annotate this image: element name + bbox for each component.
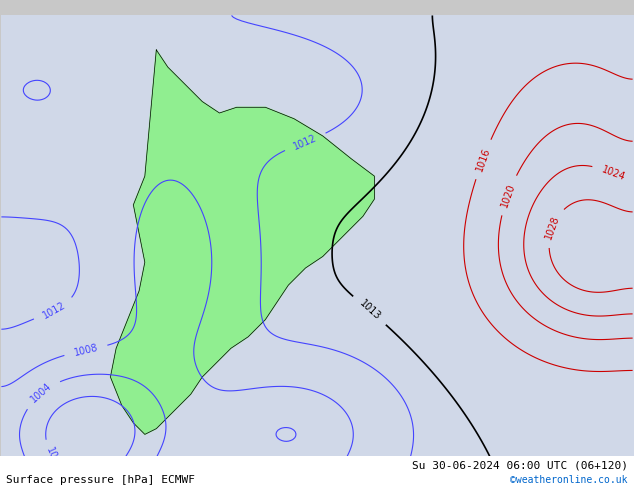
Text: 1012: 1012: [292, 132, 319, 151]
Text: 1016: 1016: [474, 146, 492, 172]
Text: 1024: 1024: [600, 165, 626, 183]
Text: Su 30-06-2024 06:00 UTC (06+120): Su 30-06-2024 06:00 UTC (06+120): [411, 461, 628, 470]
Text: 1004: 1004: [29, 381, 54, 405]
Text: Surface pressure [hPa] ECMWF: Surface pressure [hPa] ECMWF: [6, 475, 195, 485]
Text: 1008: 1008: [73, 343, 99, 358]
Text: 1012: 1012: [41, 300, 67, 320]
Text: 1013: 1013: [357, 298, 382, 322]
Text: Su 30-06-2024 06:00 UTC (06+120): Su 30-06-2024 06:00 UTC (06+120): [411, 461, 628, 470]
Text: Surface pressure [hPa] ECMWF: Surface pressure [hPa] ECMWF: [6, 475, 195, 485]
Polygon shape: [110, 50, 375, 434]
Text: ©weatheronline.co.uk: ©weatheronline.co.uk: [510, 475, 628, 485]
Text: ©weatheronline.co.uk: ©weatheronline.co.uk: [510, 478, 628, 488]
Text: 1028: 1028: [543, 214, 561, 241]
Text: 1020: 1020: [500, 182, 517, 208]
Text: 1000: 1000: [44, 446, 64, 472]
